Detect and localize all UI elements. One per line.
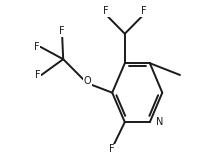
Text: F: F: [59, 27, 65, 36]
Text: O: O: [84, 76, 91, 86]
Text: N: N: [156, 117, 163, 127]
Text: F: F: [109, 144, 115, 154]
Text: F: F: [35, 70, 41, 80]
Text: F: F: [34, 42, 39, 52]
Text: F: F: [103, 6, 109, 16]
Text: F: F: [141, 6, 146, 16]
